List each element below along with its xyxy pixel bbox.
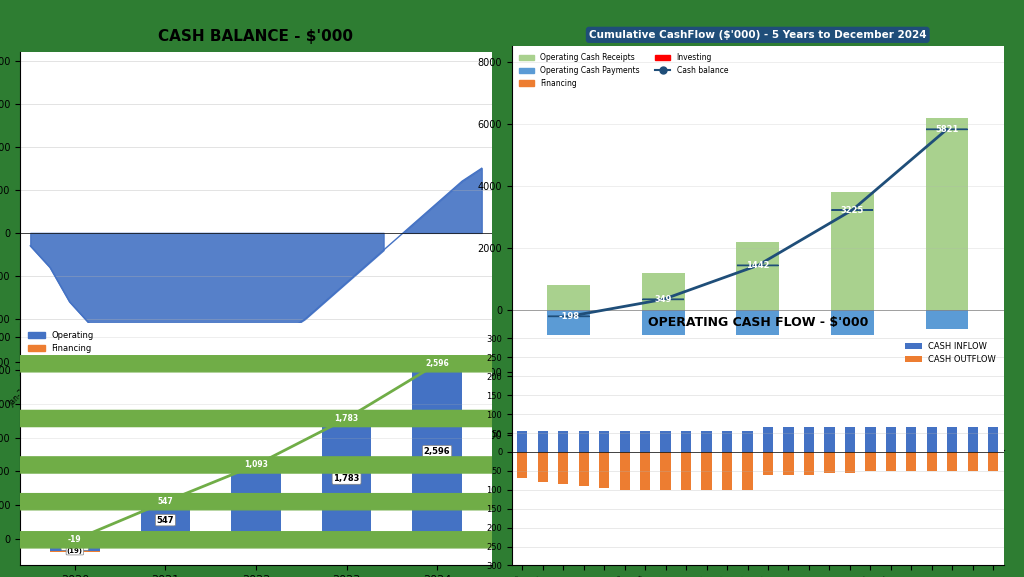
Bar (642, 273, 684, 310)
Bar (620, 452, 630, 490)
Bar (620, 431, 630, 452)
Bar (640, 452, 650, 490)
Bar (599, 452, 609, 488)
Circle shape (0, 532, 1024, 548)
Bar (824, 452, 835, 473)
Bar (140, 502, 190, 538)
Legend: Operating Cash Receipts, Operating Cash Payments, Financing, Investing, Cash bal: Operating Cash Receipts, Operating Cash … (516, 50, 731, 91)
Text: (19): (19) (67, 548, 83, 554)
Bar (413, 364, 462, 538)
Bar (968, 452, 978, 471)
Bar (906, 452, 916, 471)
Bar (558, 452, 568, 484)
Bar (804, 452, 814, 475)
Text: 1,783: 1,783 (334, 474, 359, 483)
Bar (548, 310, 590, 342)
Bar (742, 431, 753, 452)
Bar (783, 452, 794, 475)
Bar (231, 465, 281, 538)
Bar (926, 118, 968, 310)
Bar (701, 431, 712, 452)
Bar (640, 431, 650, 452)
Bar (763, 428, 773, 452)
Text: 5821: 5821 (935, 125, 958, 134)
Bar (988, 428, 998, 452)
Legend: CASH INFLOW, CASH OUTFLOW: CASH INFLOW, CASH OUTFLOW (901, 339, 999, 368)
Title: Cumulative CashFlow ($'000) - 5 Years to December 2024: Cumulative CashFlow ($'000) - 5 Years to… (589, 30, 927, 40)
Bar (517, 452, 527, 478)
Text: 1442: 1442 (746, 261, 769, 270)
Bar (927, 452, 937, 471)
Text: 547: 547 (158, 497, 173, 506)
Bar (538, 431, 548, 452)
Bar (660, 431, 671, 452)
Bar (642, 310, 684, 338)
Bar (865, 452, 876, 471)
Bar (927, 428, 937, 452)
Bar (548, 286, 590, 310)
Bar (947, 428, 957, 452)
Circle shape (0, 410, 1024, 426)
Bar (50, 538, 99, 550)
Bar (824, 428, 835, 452)
Text: 2,596: 2,596 (424, 447, 451, 456)
Bar (968, 428, 978, 452)
Bar (558, 431, 568, 452)
Circle shape (0, 355, 1024, 372)
Bar (681, 452, 691, 490)
Bar (845, 428, 855, 452)
Bar (736, 242, 779, 310)
Title: OPERATING CASH FLOW - $'000: OPERATING CASH FLOW - $'000 (647, 316, 868, 329)
Circle shape (0, 457, 1024, 473)
Text: 2,596: 2,596 (425, 359, 450, 368)
Bar (831, 310, 873, 360)
Title: CASH BALANCE - $'000: CASH BALANCE - $'000 (159, 29, 353, 44)
Bar (322, 418, 372, 538)
Text: -19: -19 (68, 535, 82, 544)
Bar (599, 431, 609, 452)
Text: 1,093: 1,093 (243, 497, 269, 506)
Bar (845, 452, 855, 473)
Bar (947, 452, 957, 471)
Bar (831, 192, 873, 310)
Bar (736, 310, 779, 354)
Bar (50, 550, 99, 552)
Bar (763, 452, 773, 475)
Bar (701, 452, 712, 490)
Bar (926, 310, 968, 329)
Bar (722, 452, 732, 490)
Text: -198: -198 (558, 312, 580, 321)
Text: 3225: 3225 (841, 205, 864, 215)
Bar (783, 428, 794, 452)
Bar (660, 452, 671, 490)
Bar (906, 428, 916, 452)
Circle shape (0, 494, 1024, 510)
Text: 1,783: 1,783 (335, 414, 358, 423)
Text: 547: 547 (157, 516, 174, 524)
Bar (886, 428, 896, 452)
Bar (579, 431, 589, 452)
Text: (179): (179) (62, 540, 87, 549)
Bar (865, 428, 876, 452)
Bar (886, 452, 896, 471)
Legend: Operating, Financing: Operating, Financing (25, 327, 97, 356)
Bar (722, 431, 732, 452)
Bar (579, 452, 589, 486)
Bar (988, 452, 998, 471)
Bar (804, 428, 814, 452)
Bar (681, 431, 691, 452)
Text: 1,093: 1,093 (244, 460, 268, 470)
Bar (517, 431, 527, 452)
Text: 349: 349 (654, 295, 672, 304)
Bar (742, 452, 753, 490)
Bar (538, 452, 548, 482)
